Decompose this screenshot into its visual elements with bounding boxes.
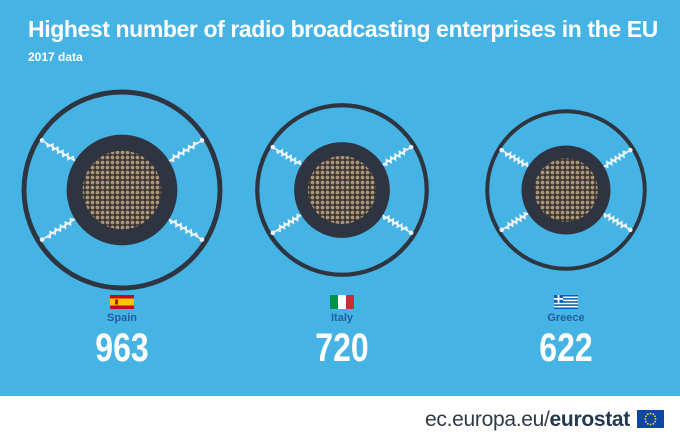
value-label: 622 [539, 325, 592, 370]
source-brand: eurostat [549, 408, 631, 431]
category-label: Italy [331, 312, 354, 324]
speaker-mesh [82, 150, 162, 230]
flag-italy-icon [330, 295, 354, 309]
eu-flag-icon [637, 410, 664, 428]
chart-panel: Highest number of radio broadcasting ent… [0, 0, 680, 396]
source-site: ec.europa.eu/ [425, 408, 550, 431]
chart-subtitle: 2017 data [28, 50, 83, 64]
speaker-frame-ring [255, 103, 429, 277]
category-label: Greece [547, 312, 584, 324]
speaker-mesh [534, 158, 598, 222]
value-label: 720 [315, 325, 368, 370]
speaker-mesh [308, 156, 376, 224]
flag-spain-icon [110, 295, 134, 309]
speaker-frame-ring [21, 89, 223, 291]
source-link[interactable]: ec.europa.eu/eurostat [425, 408, 630, 432]
speaker-frame-ring [485, 109, 647, 271]
category-label: Spain [107, 312, 137, 324]
chart-title: Highest number of radio broadcasting ent… [28, 16, 658, 42]
footer: ec.europa.eu/eurostat [0, 396, 680, 443]
flag-greece-icon [554, 295, 578, 310]
value-label: 963 [95, 325, 148, 370]
